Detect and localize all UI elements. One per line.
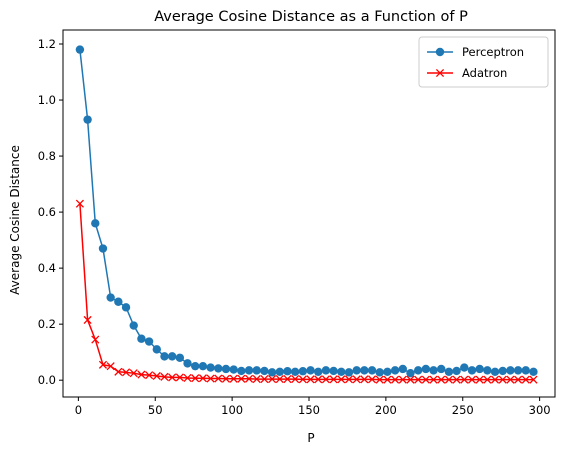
y-tick-label: 0.6: [38, 205, 56, 219]
data-point-perceptron: [399, 365, 407, 373]
data-point-perceptron: [153, 345, 161, 353]
x-tick-label: 250: [452, 403, 474, 417]
data-point-perceptron: [114, 298, 122, 306]
x-tick-label: 50: [148, 403, 163, 417]
x-tick-label: 100: [221, 403, 243, 417]
y-tick-label: 0.0: [38, 373, 56, 387]
data-point-perceptron: [475, 365, 483, 373]
x-tick-label: 200: [375, 403, 397, 417]
data-point-perceptron: [245, 366, 253, 374]
data-point-perceptron: [199, 362, 207, 370]
data-point-perceptron: [130, 321, 138, 329]
data-point-perceptron: [214, 364, 222, 372]
data-point-perceptron: [529, 368, 537, 376]
x-axis-label: P: [307, 431, 314, 445]
data-point-perceptron: [306, 366, 314, 374]
plot-area: [76, 45, 538, 383]
data-point-perceptron: [414, 366, 422, 374]
data-point-perceptron: [383, 368, 391, 376]
data-point-perceptron: [99, 244, 107, 252]
data-point-perceptron: [191, 362, 199, 370]
data-point-perceptron: [345, 368, 353, 376]
data-point-perceptron: [368, 366, 376, 374]
data-point-perceptron: [176, 354, 184, 362]
data-point-perceptron: [376, 368, 384, 376]
data-point-perceptron: [337, 368, 345, 376]
series-adatron: [76, 200, 537, 383]
data-point-perceptron: [299, 367, 307, 375]
y-tick-label: 0.8: [38, 149, 56, 163]
legend-label-perceptron: Perceptron: [462, 45, 524, 59]
data-point-perceptron: [322, 366, 330, 374]
y-axis-label: Average Cosine Distance: [8, 145, 22, 295]
data-point-perceptron: [276, 368, 284, 376]
data-point-perceptron: [83, 115, 91, 123]
x-tick-label: 0: [75, 403, 82, 417]
data-point-perceptron: [160, 352, 168, 360]
data-point-perceptron: [122, 303, 130, 311]
legend-marker-perceptron: [436, 48, 444, 56]
y-tick-label: 1.0: [38, 93, 56, 107]
data-point-perceptron: [491, 368, 499, 376]
data-point-perceptron: [445, 368, 453, 376]
x-tick-label: 300: [529, 403, 551, 417]
data-point-perceptron: [314, 368, 322, 376]
data-point-perceptron: [460, 363, 468, 371]
data-point-perceptron: [222, 365, 230, 373]
chart-title: Average Cosine Distance as a Function of…: [154, 9, 468, 25]
data-point-perceptron: [206, 363, 214, 371]
data-point-perceptron: [437, 365, 445, 373]
data-point-perceptron: [260, 367, 268, 375]
data-point-perceptron: [483, 366, 491, 374]
data-point-perceptron: [291, 368, 299, 376]
data-point-perceptron: [452, 367, 460, 375]
y-axis: 0.0 0.2 0.4 0.6 0.8 1.0 1.2: [38, 37, 63, 387]
data-point-perceptron: [137, 335, 145, 343]
data-point-perceptron: [391, 366, 399, 374]
data-point-perceptron: [499, 367, 507, 375]
data-point-perceptron: [429, 366, 437, 374]
data-point-perceptron: [514, 366, 522, 374]
data-point-perceptron: [360, 366, 368, 374]
data-point-perceptron: [352, 366, 360, 374]
data-point-perceptron: [183, 359, 191, 367]
series-perceptron: [76, 45, 538, 377]
data-point-perceptron: [168, 352, 176, 360]
data-point-perceptron: [145, 337, 153, 345]
y-tick-label: 0.4: [38, 261, 56, 275]
data-point-perceptron: [468, 366, 476, 374]
data-point-perceptron: [229, 365, 237, 373]
data-point-perceptron: [76, 45, 84, 53]
data-point-perceptron: [91, 219, 99, 227]
data-point-perceptron: [283, 367, 291, 375]
y-tick-label: 1.2: [38, 37, 56, 51]
data-point-perceptron: [106, 293, 114, 301]
series-line-adatron: [80, 204, 534, 380]
data-point-perceptron: [329, 367, 337, 375]
data-point-perceptron: [237, 367, 245, 375]
x-tick-label: 150: [298, 403, 320, 417]
series-line-perceptron: [80, 50, 534, 374]
data-point-perceptron: [422, 365, 430, 373]
legend-label-adatron: Adatron: [462, 66, 507, 80]
data-point-perceptron: [522, 366, 530, 374]
legend: Perceptron Adatron: [419, 37, 548, 87]
data-point-perceptron: [506, 366, 514, 374]
data-point-perceptron: [253, 366, 261, 374]
x-axis: 0 50 100 150 200 250 300: [75, 397, 551, 417]
y-tick-label: 0.2: [38, 317, 56, 331]
